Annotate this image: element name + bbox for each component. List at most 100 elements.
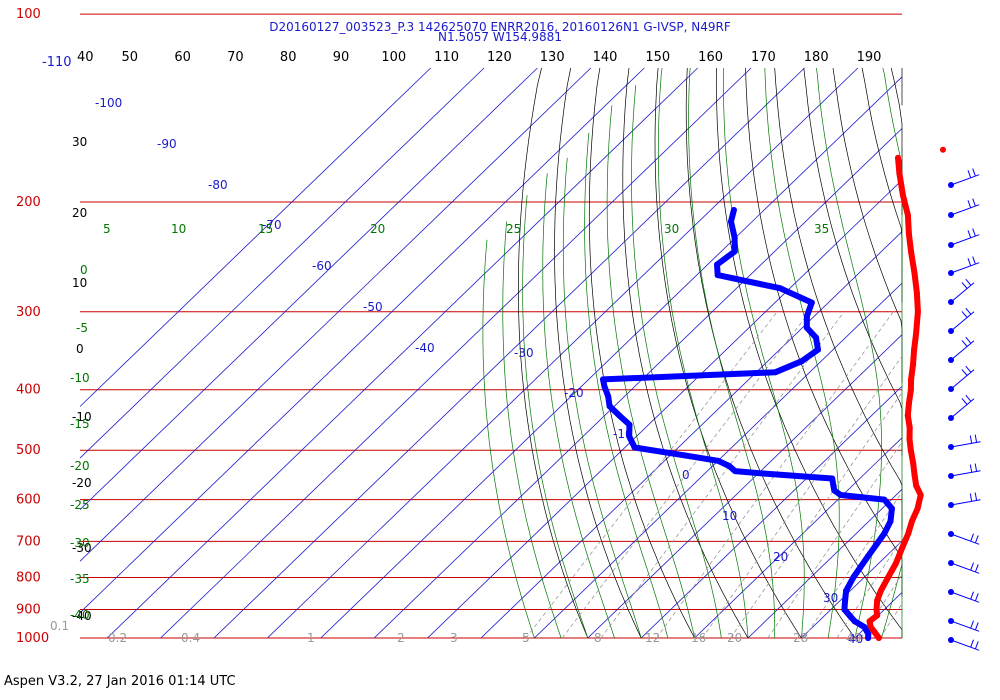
mixing-ratio-0.1 (525, 311, 778, 639)
wind-barb-feather-0-1 (967, 170, 972, 178)
dewpoint-point-20 (761, 470, 768, 477)
top-axis-label-90: 90 (333, 50, 350, 65)
dewpoint-point-29 (606, 403, 613, 410)
mixing-ratio-label-3: 3 (450, 631, 458, 645)
wind-barb-feather-13-0 (974, 564, 979, 573)
wind-barb-feather-12-0 (974, 535, 979, 544)
wind-barb-staff-0 (950, 174, 980, 186)
moist-adiabat-left-label--10: -10 (70, 371, 90, 385)
temperature-point-3 (866, 618, 873, 625)
dewpoint-point-8 (850, 574, 857, 581)
top-axis-label-130: 130 (540, 50, 565, 65)
dewpoint-point-26 (626, 433, 633, 440)
temperature-point-26 (911, 346, 918, 353)
wind-barb-feather-3-1 (967, 258, 972, 266)
temperature-point-17 (910, 460, 917, 467)
isotherm--170 (79, 67, 431, 407)
dewpoint-point-36 (813, 334, 819, 341)
isotherm--130 (79, 67, 645, 613)
wind-barb-staff-8 (950, 398, 975, 419)
chart-title-line2: N1.5057 W154.9881 (438, 30, 562, 44)
dewpoint-point-3 (851, 618, 858, 625)
isotherm--30 (587, 334, 903, 639)
isotherm-0 (747, 489, 903, 639)
mixing-ratio-label-20: 20 (727, 631, 742, 645)
dewpoint-point-38 (803, 313, 810, 320)
dry-adiabat-label-30: 30 (72, 135, 87, 149)
temperature-point-20 (906, 424, 913, 431)
dewpoint-point-17 (831, 487, 838, 494)
moist-adiabat-label-35: 35 (814, 222, 829, 236)
mixing-ratio-8 (803, 491, 903, 639)
mixing-ratio-16 (860, 574, 903, 639)
isotherm-label-20: 20 (773, 550, 788, 564)
mixing-ratio-label-1: 1 (307, 631, 315, 645)
wind-barb-feather-10-1 (969, 464, 973, 473)
dewpoint-point-11 (872, 542, 879, 549)
moist-adiabat--20 (562, 157, 642, 639)
temperature-point-25 (910, 361, 916, 368)
dewpoint-point-33 (772, 369, 779, 376)
moist-adiabat--25 (542, 173, 615, 639)
moist-adiabat-label-10: 10 (171, 222, 186, 236)
wind-barb-column (948, 168, 981, 651)
wind-barb-feather-3-0 (972, 256, 976, 265)
dry-adiabat-lines (518, 67, 903, 639)
wind-barb-staff-15 (950, 620, 980, 632)
pressure-label-300: 300 (16, 305, 41, 320)
dewpoint-point-45 (728, 218, 734, 225)
chart-title-line1: D20160127_003523_P.3 142625070 ENRR2016,… (269, 20, 731, 34)
temperature-point-31 (908, 248, 914, 255)
dewpoint-point-27 (626, 421, 633, 428)
temperature-point-7 (877, 587, 884, 594)
wind-barb-feather-9-1 (969, 435, 973, 444)
moist-adiabat-25 (881, 67, 903, 639)
dewpoint-point-7 (843, 587, 850, 594)
temperature-point-14 (917, 492, 924, 498)
dewpoint-point-30 (605, 393, 612, 400)
top-axis-label-160: 160 (698, 50, 723, 65)
wind-barb-feather-4-1 (961, 282, 968, 289)
moist-adiabat--5 (631, 85, 722, 639)
dry-adiabat-label-20: 20 (72, 206, 87, 220)
pressure-label-900: 900 (16, 602, 41, 617)
wind-barb-feather-13-1 (970, 562, 974, 571)
mixing-ratio-label-12: 12 (645, 631, 660, 645)
wind-barb-feather-16-1 (970, 639, 974, 648)
temperature-point-11 (905, 530, 912, 537)
dewpoint-point-12 (881, 530, 888, 537)
dewpoint-point-41 (714, 272, 721, 279)
dewpoint-point-5 (841, 606, 848, 613)
temperature-point-19 (906, 436, 913, 443)
dewpoint-point-1 (865, 630, 872, 637)
moist-adiabat-left-label--5: -5 (76, 321, 88, 335)
moist-adiabat--10 (606, 105, 695, 639)
temperature-point-21 (904, 412, 911, 419)
temperature-point-24 (908, 376, 915, 383)
wind-barb-staff-14 (950, 591, 980, 603)
dewpoint-point-10 (864, 553, 871, 560)
wind-barb-staff-2 (950, 234, 980, 246)
moist-adiabat-label-30: 30 (664, 222, 679, 236)
wind-barb-feather-12-1 (970, 533, 974, 542)
isotherm--80 (320, 76, 903, 639)
wind-barb-feather-2-1 (967, 230, 972, 238)
moist-adiabat--15 (584, 132, 669, 639)
wind-barb-staff-9 (950, 441, 981, 448)
dewpoint-point-40 (777, 285, 783, 292)
temperature-point-15 (913, 482, 920, 489)
mixing-ratio-label-28: 28 (793, 631, 808, 645)
temperature-point-35 (896, 170, 903, 177)
temperature-point-8 (885, 574, 891, 581)
wind-barb-feather-7-1 (961, 369, 968, 376)
wind-barb-feather-11-0 (974, 492, 978, 501)
moist-adiabat-left-label--40: -40 (70, 608, 90, 622)
wind-barb-feather-5-1 (961, 311, 968, 318)
dewpoint-point-46 (730, 207, 737, 213)
mixing-ratio-12 (836, 538, 903, 639)
isotherm-label--90: -90 (157, 137, 177, 151)
dewpoint-point-37 (803, 324, 810, 331)
top-axis-label-40: 40 (77, 50, 94, 65)
dry-adiabat-label--20: -20 (72, 476, 92, 490)
isotherm-label--40: -40 (415, 341, 435, 355)
